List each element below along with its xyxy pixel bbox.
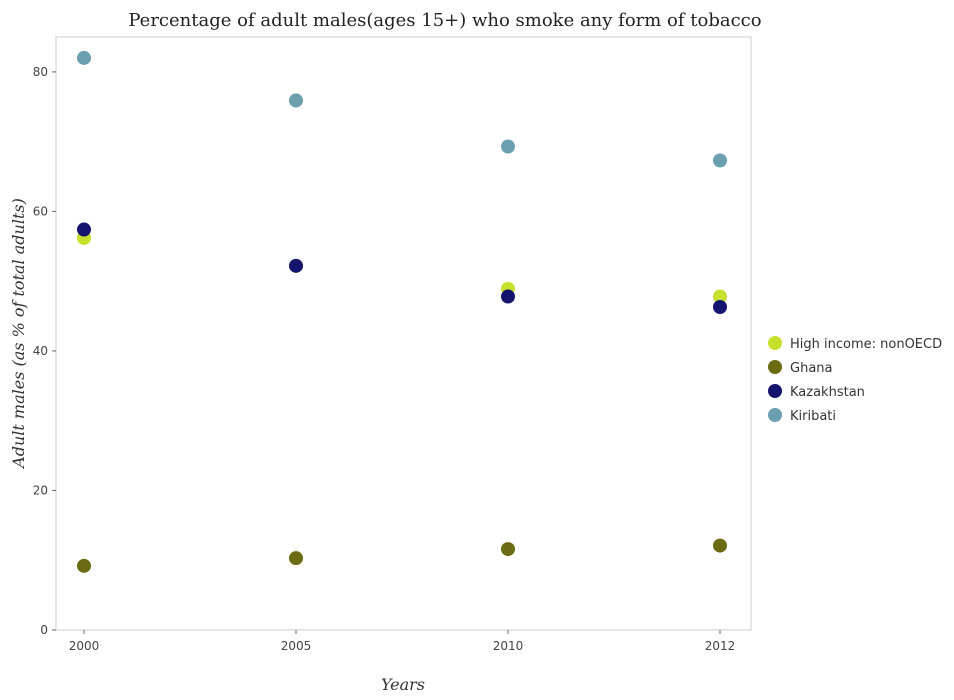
legend-marker xyxy=(768,336,782,350)
x-axis-ticks: 2000 2005 2010 2012 xyxy=(69,630,736,653)
legend-label: Kazakhstan xyxy=(790,385,865,400)
y-tick-label: 40 xyxy=(33,344,48,358)
data-point xyxy=(77,558,91,573)
legend-marker xyxy=(768,360,782,374)
data-point xyxy=(501,542,515,557)
data-point xyxy=(713,299,727,314)
plot-area xyxy=(55,36,752,631)
data-points xyxy=(77,50,727,573)
legend-label: Ghana xyxy=(790,361,833,376)
y-axis-ticks: 0 20 40 60 80 xyxy=(33,65,56,637)
data-point xyxy=(289,551,303,566)
data-point xyxy=(713,289,727,304)
data-point xyxy=(713,538,727,553)
y-tick-label: 20 xyxy=(33,483,48,497)
legend: High income: nonOECD Ghana Kazakhstan Kirib… xyxy=(768,336,942,424)
data-point xyxy=(289,93,303,108)
data-point xyxy=(501,289,515,304)
legend-label: Kiribati xyxy=(790,409,836,424)
x-axis-label: Years xyxy=(381,675,425,694)
data-point xyxy=(713,153,727,168)
legend-marker xyxy=(768,384,782,398)
y-tick-label: 60 xyxy=(33,204,48,218)
data-point xyxy=(289,258,303,273)
y-axis-label: Adult males (as % of total adults) xyxy=(9,198,28,470)
x-tick-label: 2005 xyxy=(281,639,312,653)
data-point xyxy=(501,139,515,154)
x-tick-label: 2010 xyxy=(493,639,524,653)
y-tick-label: 0 xyxy=(40,623,48,637)
data-point xyxy=(77,222,91,237)
y-tick-label: 80 xyxy=(33,65,48,79)
x-tick-label: 2000 xyxy=(69,639,100,653)
legend-marker xyxy=(768,408,782,422)
legend-label: High income: nonOECD xyxy=(790,337,942,352)
x-tick-label: 2012 xyxy=(705,639,736,653)
data-point xyxy=(77,50,91,65)
chart-title: Percentage of adult males(ages 15+) who … xyxy=(128,10,761,31)
